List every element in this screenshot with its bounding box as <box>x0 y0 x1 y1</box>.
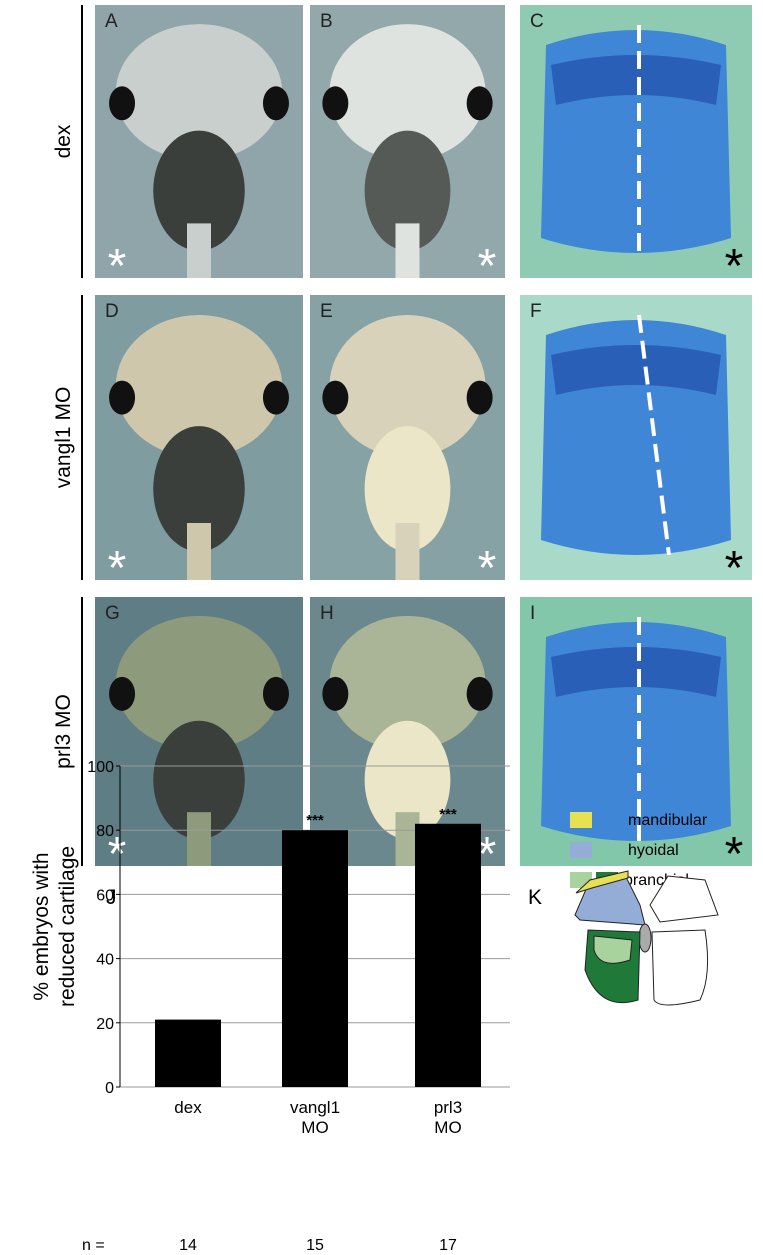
eye <box>109 380 136 415</box>
n-value: 17 <box>439 1237 457 1254</box>
asterisk: * <box>108 828 127 881</box>
panel-letter: A <box>105 11 118 32</box>
eye <box>322 86 349 121</box>
embryo-head <box>329 314 486 458</box>
basihyal <box>638 923 652 953</box>
eye <box>262 676 289 711</box>
embryo-tail <box>187 523 211 580</box>
panel-letter: B <box>320 11 333 32</box>
bar <box>155 1019 221 1087</box>
y-tick-label: 80 <box>96 823 114 840</box>
panel-letter: E <box>320 301 333 322</box>
significance: *** <box>306 812 324 829</box>
asterisk: * <box>725 542 744 595</box>
y-tick-label: 0 <box>105 1080 114 1097</box>
asterisk: * <box>478 542 497 595</box>
panel-letter: G <box>105 603 120 624</box>
y-tick-label: 100 <box>87 759 114 776</box>
hyoid-right <box>649 875 719 923</box>
embryo-head <box>115 615 283 751</box>
x-tick-label: dex <box>174 1098 202 1117</box>
eye <box>109 86 136 121</box>
asterisk: * <box>725 240 744 293</box>
embryo-gut <box>153 426 245 552</box>
cartilage-dark <box>551 345 721 395</box>
n-label: n = <box>82 1237 105 1254</box>
branchial-right <box>651 929 709 1006</box>
asterisk: * <box>108 240 127 293</box>
panel-letter: C <box>530 11 544 32</box>
eye <box>109 676 136 711</box>
legend-label: mandibular <box>628 812 708 829</box>
eye <box>466 86 493 121</box>
asterisk: * <box>478 828 497 881</box>
legend-swatch <box>570 812 592 828</box>
panel-letter: H <box>320 603 334 624</box>
mandible-left <box>575 870 629 894</box>
embryo-gut <box>364 720 451 840</box>
embryo-head <box>115 24 283 161</box>
embryo-gut <box>364 130 451 251</box>
panel-letter: I <box>530 603 535 624</box>
eye <box>466 676 493 711</box>
embryo-tail <box>395 523 420 580</box>
eye <box>322 676 349 711</box>
embryo-gut <box>364 426 451 552</box>
embryo-tail <box>187 812 211 866</box>
bar <box>282 830 348 1087</box>
legend-label: hyoidal <box>628 842 679 859</box>
n-value: 14 <box>179 1237 197 1254</box>
eye <box>322 380 349 415</box>
y-tick-label: 20 <box>96 1016 114 1033</box>
embryo-gut <box>153 720 245 840</box>
legend-swatch <box>570 842 592 858</box>
cartilage-dark <box>551 55 721 105</box>
y-axis-label: reduced cartilage <box>56 846 79 1007</box>
midline <box>637 314 671 556</box>
bar <box>415 823 481 1087</box>
y-tick-label: 60 <box>96 887 114 904</box>
n-value: 15 <box>306 1237 324 1254</box>
embryo-tail <box>395 223 420 278</box>
embryo-head <box>115 314 283 458</box>
asterisk: * <box>478 240 497 293</box>
y-tick-label: 40 <box>96 952 114 969</box>
row-label: dex <box>52 124 75 158</box>
branchial-left-inner <box>593 935 633 964</box>
row-label: vangl1 MO <box>52 387 75 489</box>
x-tick-label: vangl1 MO <box>289 1098 341 1137</box>
cartilage-dark <box>551 647 721 697</box>
panel-letter: F <box>530 301 542 322</box>
panel-letter: D <box>105 301 119 322</box>
x-tick-label: prl3 MO <box>433 1098 463 1137</box>
embryo-head <box>329 24 486 161</box>
eye <box>262 86 289 121</box>
embryo-head <box>329 615 486 751</box>
embryo-tail <box>187 223 211 278</box>
significance: *** <box>439 806 457 823</box>
eye <box>262 380 289 415</box>
embryo-gut <box>153 130 245 251</box>
eye <box>466 380 493 415</box>
row-label: prl3 MO <box>52 694 75 769</box>
asterisk: * <box>725 828 744 881</box>
panel-label: K <box>528 886 542 909</box>
panel-label: J <box>106 886 117 909</box>
asterisk: * <box>108 542 127 595</box>
y-axis-label: % embryos with <box>30 852 53 1000</box>
